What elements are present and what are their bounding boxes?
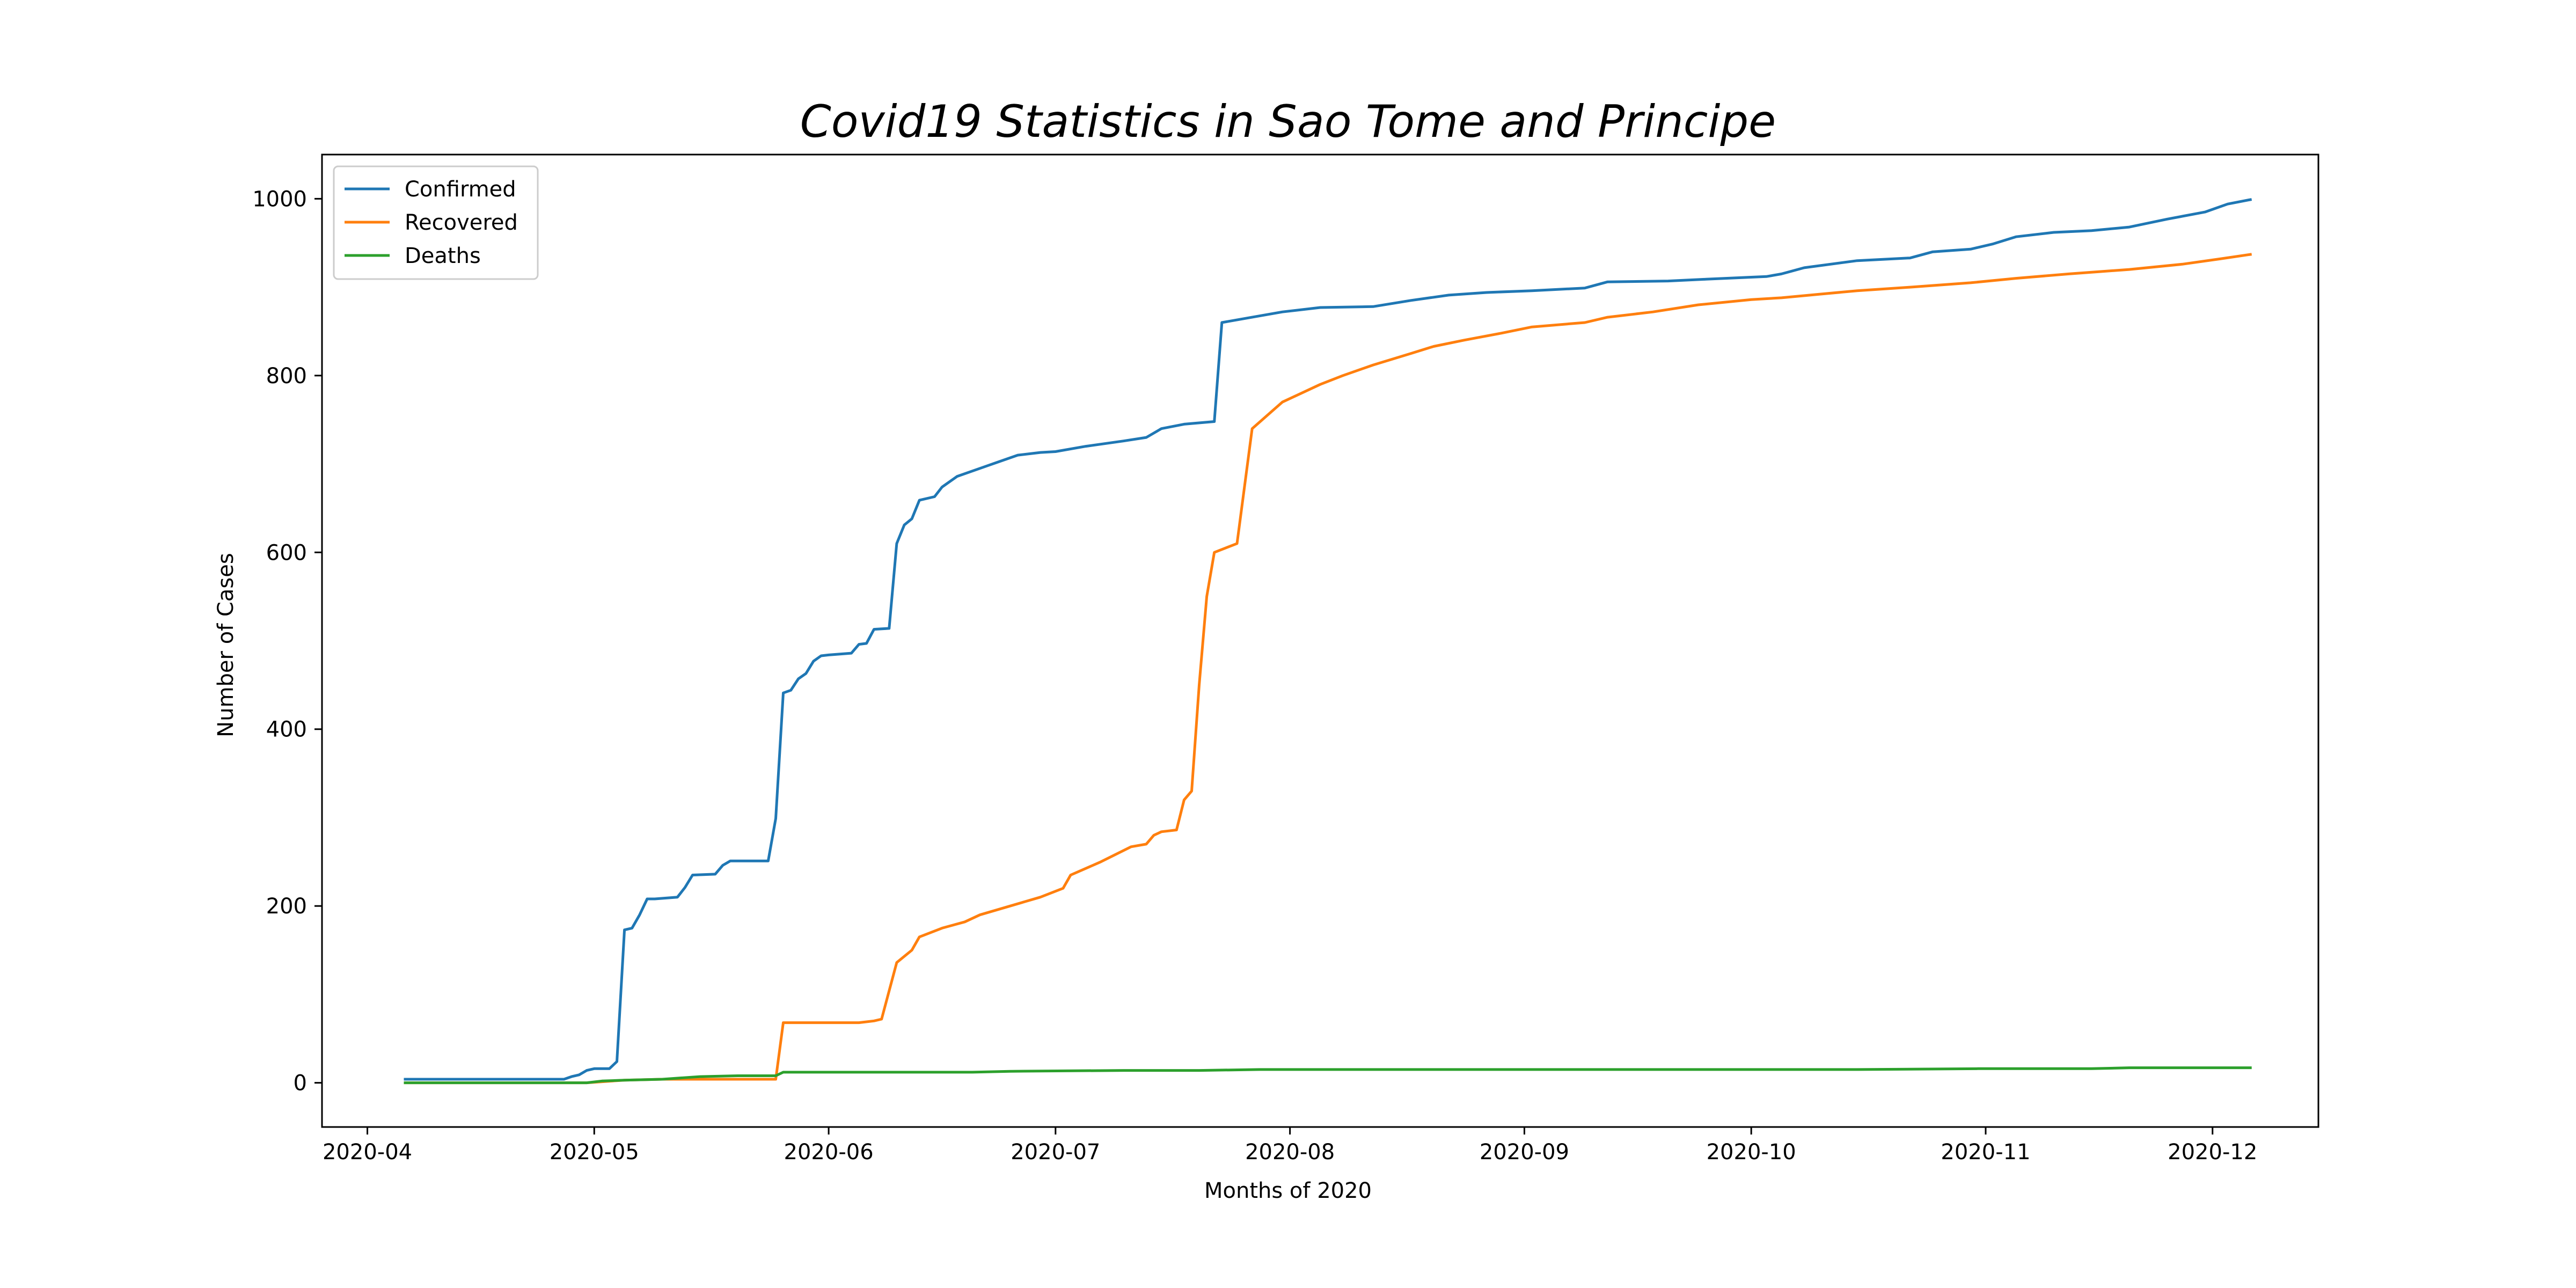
x-tick-label: 2020-08 <box>1245 1140 1335 1165</box>
legend: Confirmed Recovered Deaths <box>333 165 539 280</box>
legend-label-deaths: Deaths <box>405 244 481 268</box>
y-tick-label: 600 <box>266 540 307 565</box>
x-tick-label: 2020-07 <box>1011 1140 1100 1165</box>
y-tick-label: 800 <box>266 364 307 389</box>
chart-title: Covid19 Statistics in Sao Tome and Princ… <box>800 96 1776 148</box>
x-tick-label: 2020-10 <box>1707 1140 1796 1165</box>
plot-frame <box>321 153 2319 1128</box>
y-tick-label: 400 <box>266 718 307 742</box>
x-tick-label: 2020-05 <box>550 1140 639 1165</box>
y-tick-label: 200 <box>266 894 307 919</box>
legend-box <box>333 165 539 280</box>
x-tick-label: 2020-09 <box>1480 1140 1569 1165</box>
x-tick-label: 2020-11 <box>1941 1140 2030 1165</box>
y-tick-label: 0 <box>294 1071 307 1096</box>
x-tick-label: 2020-06 <box>784 1140 874 1165</box>
y-axis-title: Number of Cases <box>214 553 238 737</box>
legend-label-recovered: Recovered <box>405 210 518 235</box>
series-line-deaths <box>404 1066 2252 1085</box>
series-line-confirmed <box>404 198 2252 1081</box>
legend-label-confirmed: Confirmed <box>405 177 516 202</box>
series-line-recovered <box>404 253 2252 1085</box>
y-tick-label: 1000 <box>252 187 307 211</box>
plot-area <box>404 198 2252 1085</box>
x-axis-title: Months of 2020 <box>1204 1179 1372 1203</box>
x-tick-label: 2020-12 <box>2168 1140 2257 1165</box>
x-tick-label: 2020-04 <box>323 1140 412 1165</box>
axes: 2020-04 2020-05 2020-06 2020-07 2020-08 2020-… <box>252 153 2319 1165</box>
